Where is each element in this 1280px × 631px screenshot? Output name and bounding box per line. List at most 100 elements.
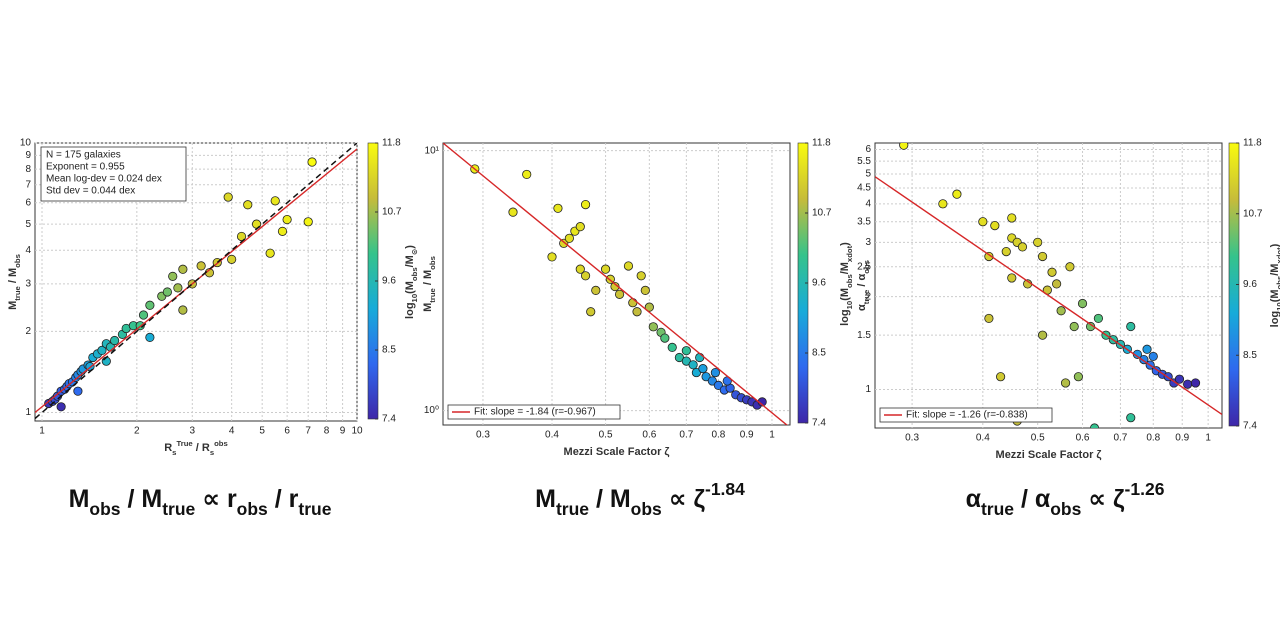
point [580,200,591,210]
point [640,285,650,295]
annotation-text: N = 175 galaxies [46,150,121,161]
fit-line [443,143,788,425]
colorbar-label: log10(Mobs/Mxdot) [839,242,854,326]
y-tick-label: 6 [865,144,871,155]
text-part: / M [422,270,434,288]
x-tick-label: 0.4 [545,430,559,441]
point [632,307,642,317]
point [282,214,292,225]
text-part: 10 [845,301,854,310]
point [223,192,233,202]
point [1056,306,1066,316]
legend-label: Fit: slope = -1.84 (r=-0.967) [474,407,596,418]
text-part: Mezzi Scale Factor ζ [564,446,670,458]
x-tick-label: 7 [305,426,311,437]
point [73,386,83,396]
point [1073,372,1083,382]
point [660,333,670,343]
legend-box [447,404,621,420]
text-part: obs [214,439,228,448]
text-part: obs [13,254,22,268]
text-part: / M [7,268,19,286]
text-part: True [176,439,193,448]
text-part: xdot [845,245,854,262]
x-tick-label: 0.6 [1076,433,1090,444]
plot-area [874,142,1223,429]
point [899,143,909,150]
text-part: obs [1050,499,1081,519]
text-part: true [556,499,589,519]
text-part: ∝ r [195,485,237,513]
text-part: obs [1275,276,1280,290]
point [1126,321,1136,332]
colorbar-tick-label: 10.7 [812,208,832,219]
x-axis-label: RsTrue / Rsobs [164,439,228,457]
text-part: 10 [410,294,419,303]
point [938,199,948,209]
colorbar-tick-label: 7.4 [382,414,396,425]
text-part: xdot [1275,247,1280,264]
y-tick-label: 5.5 [857,156,871,167]
point [623,261,634,271]
point [1183,379,1193,389]
text-part: M [535,485,556,513]
x-tick-label: 10 [351,426,363,437]
x-tick-label: 0.5 [1031,433,1045,444]
point [1126,413,1136,423]
point [1148,351,1158,362]
point [1017,242,1028,252]
text-part: obs [428,256,437,270]
annotation-text: Exponent = 0.955 [46,162,125,173]
point [996,372,1006,382]
text-part: M [69,485,90,513]
y-tick-label: 5 [865,169,871,180]
point [1001,246,1011,257]
caption: Mobs / Mtrue ∝ robs / rtrue [69,485,332,519]
y-tick-label: 3.5 [857,216,871,227]
point [564,233,574,243]
text-part: true [13,285,22,300]
point [1033,237,1043,247]
text-part: / M [121,485,163,513]
y-tick-label: 7 [25,179,31,190]
text-part: obs [237,499,268,519]
point [628,298,638,308]
text-part: obs [845,274,854,288]
text-part: /M [1269,264,1280,276]
text-part: log [839,309,851,326]
point [952,189,962,199]
y-tick-label: 10 [20,138,32,149]
annotation-text: Std dev = 0.044 dex [46,186,135,197]
text-part: / α [856,273,868,289]
text-part: (M [404,281,416,294]
point [1174,374,1185,384]
text-part: M [7,301,19,310]
colorbar-tick-label: 11.8 [1243,138,1262,149]
x-tick-label: 0.6 [642,430,656,441]
x-tick-label: 0.3 [476,430,490,441]
y-tick-label: 3 [865,237,871,248]
point [648,322,658,332]
text-part: ∝ ζ [662,485,706,513]
text-part: -1.26 [1125,479,1165,499]
text-part: ⊙ [410,249,419,255]
y-tick-label: 4 [25,245,31,256]
colorbar-tick-label: 9.6 [382,276,396,287]
point [1047,267,1057,277]
points [443,143,788,425]
text-part: true [981,499,1014,519]
caption: Mtrue / Mobs ∝ ζ-1.84 [535,479,745,519]
x-tick-label: 5 [259,426,265,437]
point [614,289,625,299]
text-part: α [856,304,868,311]
point [178,264,188,274]
point [56,402,66,412]
colorbar-tick-label: 11.8 [812,138,831,149]
text-part: / M [589,485,631,513]
text-part: 10 [1275,302,1280,311]
text-part: true [298,499,331,519]
point [162,287,172,297]
y-tick-label: 10⁰ [424,405,439,416]
colorbar-tick-label: 8.5 [1243,350,1257,361]
